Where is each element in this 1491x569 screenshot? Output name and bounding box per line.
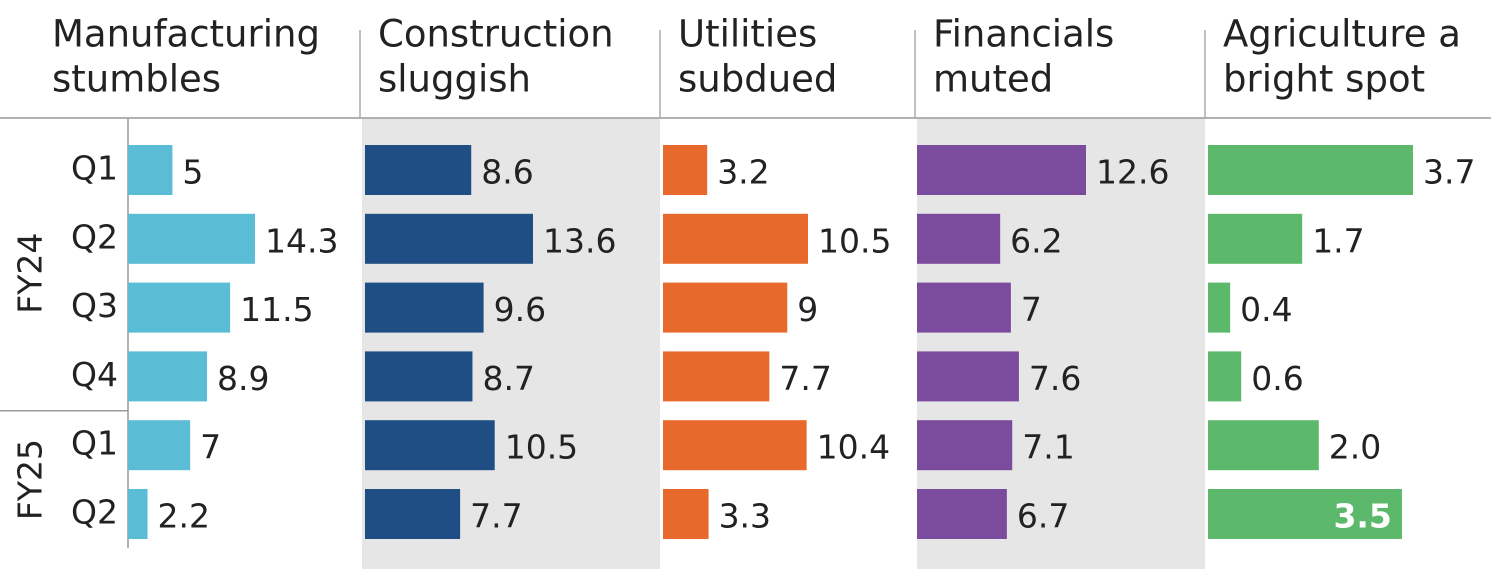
bar [917, 145, 1086, 195]
value-label: 13.6 [543, 221, 616, 260]
category-label: Q1 [71, 424, 118, 463]
value-label: 0.4 [1240, 290, 1292, 329]
value-label: 2.0 [1329, 428, 1381, 467]
value-label: 14.3 [265, 221, 338, 260]
value-label: 3.2 [717, 153, 769, 192]
value-label: 9 [797, 290, 818, 329]
value-label: 8.6 [481, 153, 533, 192]
bar [128, 213, 255, 264]
bar [1208, 420, 1319, 471]
value-label: 8.7 [482, 359, 534, 398]
category-label: Q3 [71, 286, 118, 325]
value-label: 11.5 [240, 290, 313, 329]
bar [663, 213, 808, 264]
bar [917, 213, 1001, 264]
bar [365, 282, 484, 333]
bar [128, 145, 173, 195]
value-label: 7.6 [1029, 359, 1081, 398]
bar [663, 282, 788, 333]
bar [917, 282, 1011, 333]
category-label: Q2 [71, 217, 118, 256]
value-label: 2.2 [158, 497, 210, 536]
group-label: FY24 [11, 233, 50, 314]
value-label: 6.2 [1010, 221, 1062, 260]
value-label: 5 [182, 153, 203, 192]
panel-title: bright spot [1223, 58, 1425, 101]
bar [365, 213, 533, 264]
category-label: Q1 [71, 149, 118, 188]
bar [1208, 282, 1231, 333]
panel-title: Agriculture a [1223, 13, 1461, 56]
value-label: 6.7 [1017, 497, 1069, 536]
bar [663, 489, 709, 539]
value-label: 3.7 [1423, 153, 1475, 192]
bar [917, 351, 1019, 402]
bar [365, 351, 473, 402]
bar [1208, 489, 1402, 539]
value-label: 10.5 [505, 428, 578, 467]
bar [365, 489, 461, 539]
category-label: Q2 [71, 493, 118, 532]
panel-title: muted [933, 58, 1053, 101]
bar [128, 351, 208, 402]
bar [663, 351, 770, 402]
panel-title: subdued [678, 58, 837, 101]
category-label: Q4 [71, 355, 118, 394]
value-label: 8.9 [217, 359, 269, 398]
bar [917, 489, 1007, 539]
value-label: 10.4 [817, 428, 890, 467]
value-label: 3.3 [719, 497, 771, 536]
bar [663, 420, 807, 471]
value-label: 7.7 [779, 359, 831, 398]
value-label: 9.6 [494, 290, 546, 329]
panel-title: Construction [378, 13, 614, 56]
bar [1208, 213, 1303, 264]
panel-title: stumbles [52, 58, 221, 101]
panel-title: sluggish [378, 58, 531, 101]
panel-title: Utilities [678, 13, 817, 56]
bar [128, 489, 148, 539]
bar [128, 420, 191, 471]
value-label: 7 [200, 428, 221, 467]
bar [128, 282, 231, 333]
value-label: 10.5 [818, 221, 891, 260]
value-label: 7.1 [1022, 428, 1074, 467]
bar [1208, 145, 1413, 195]
bar [1208, 351, 1242, 402]
bar [917, 420, 1013, 471]
value-label: 3.5 [1333, 497, 1391, 536]
value-label: 7 [1021, 290, 1042, 329]
value-label: 1.7 [1312, 221, 1364, 260]
value-label: 0.6 [1251, 359, 1303, 398]
bar [365, 420, 495, 471]
bar [663, 145, 708, 195]
panel-title: Manufacturing [52, 13, 320, 56]
panel-title: Financials [933, 13, 1114, 56]
bar [365, 145, 472, 195]
value-label: 12.6 [1096, 153, 1169, 192]
value-label: 7.7 [470, 497, 522, 536]
group-label: FY25 [11, 439, 50, 520]
